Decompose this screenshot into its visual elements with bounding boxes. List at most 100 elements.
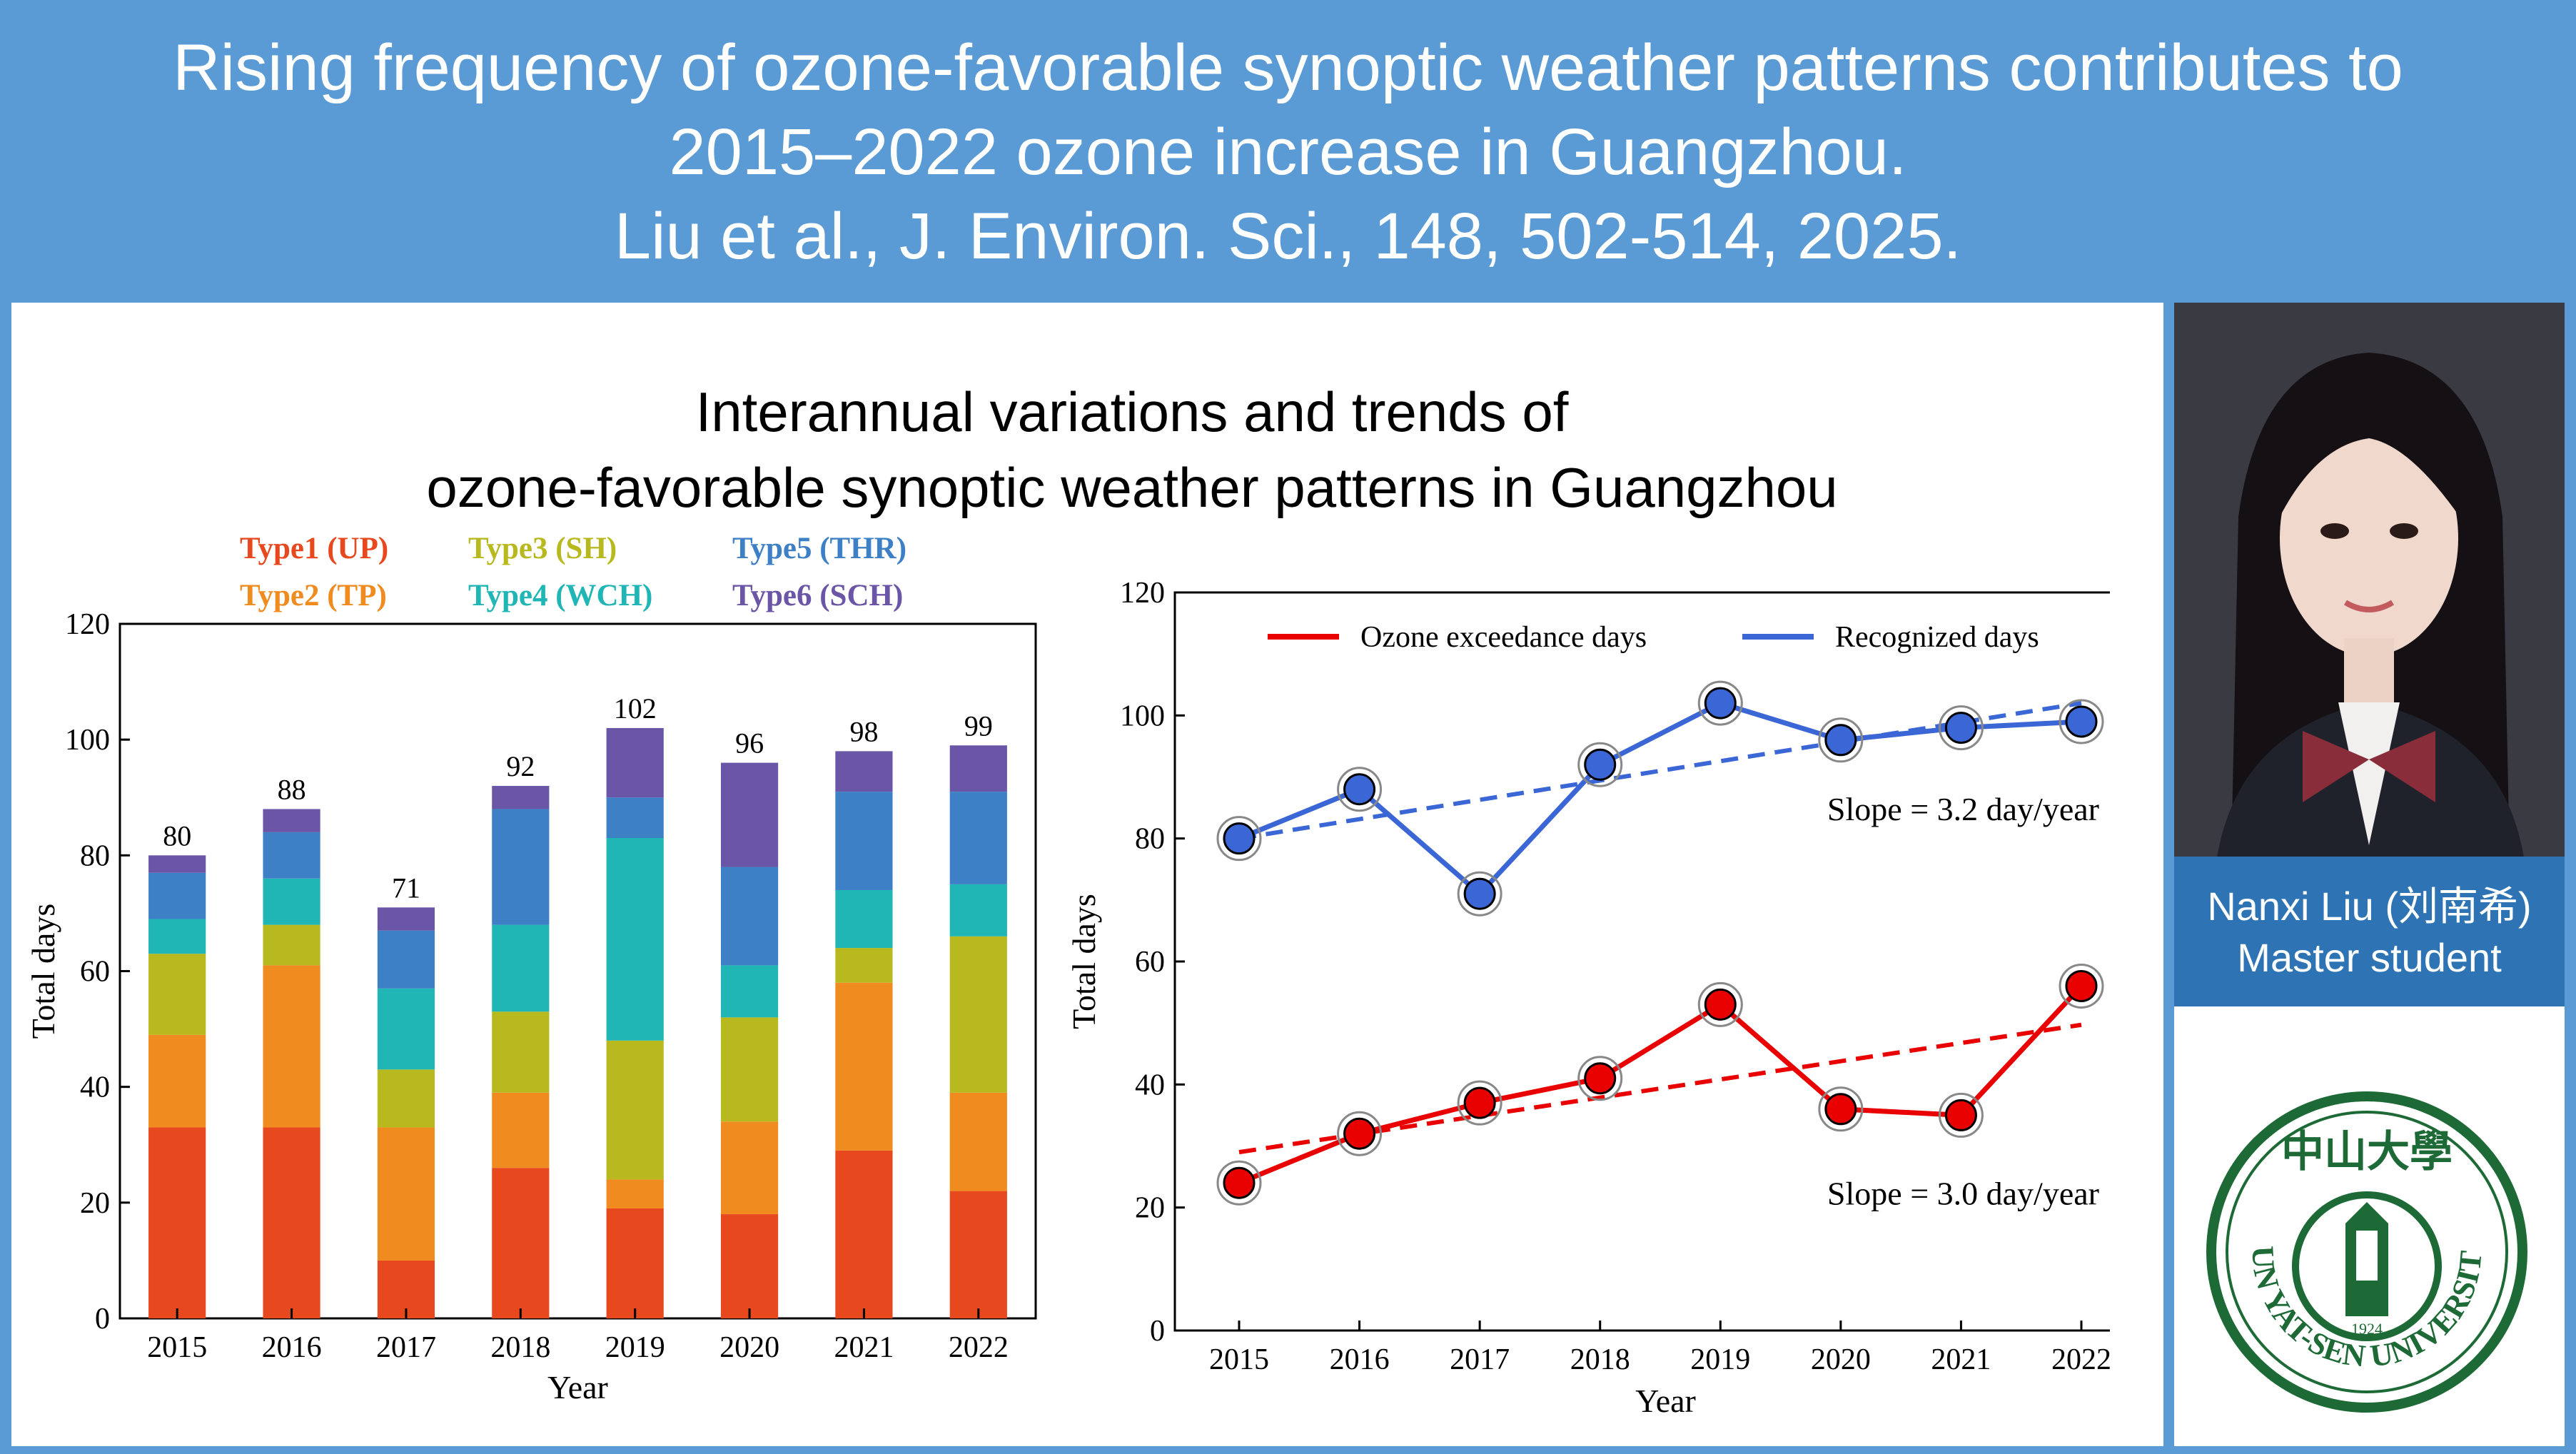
line-chart: 0 20 40 60 80 100 120 2015 2016 2017 2018 2019 2020 2…	[1066, 577, 2110, 1419]
bar-segment-type5	[606, 797, 664, 839]
portrait-photo	[2174, 303, 2565, 857]
bar-segment-type6	[835, 751, 893, 792]
bar-segment-type3	[492, 1011, 550, 1093]
slope-annotation-ozone: Slope = 3.0 day/year	[1827, 1175, 2099, 1211]
logo-year: 1924	[2351, 1320, 2383, 1338]
bar-y-tick-label: 40	[80, 1071, 110, 1104]
header-citation: Liu et al., J. Environ. Sci., 148, 502-5…	[614, 200, 1962, 273]
bar-segment-type1	[263, 1127, 320, 1318]
bar-segment-type6	[148, 855, 206, 873]
figure-title: Interannual variations and trends of ozo…	[11, 374, 2253, 525]
line-x-tick-label: 2018	[1570, 1343, 1630, 1376]
line-y-tick-label: 100	[1120, 700, 1165, 732]
bar-segment-type6	[949, 745, 1007, 792]
marker-halo	[1697, 680, 1743, 726]
bar-segment-type1	[720, 1214, 779, 1318]
data-point-recognized	[1944, 712, 1977, 744]
legend-ozone-label: Ozone exceedance days	[1360, 621, 1647, 654]
marker-halo	[1818, 717, 1864, 763]
legend-type3: Type3 (SH)	[468, 531, 617, 566]
legend-type6-label: Type6 (SCH)	[732, 579, 904, 612]
bar-segment-type6	[606, 727, 664, 798]
bar-segment-type5	[720, 867, 779, 966]
line-y-axis-label: Total days	[1066, 894, 1102, 1029]
bar-total-label: 71	[392, 872, 420, 904]
bar-segment-type4	[720, 965, 779, 1018]
bar-y-tick-label: 20	[80, 1187, 110, 1220]
bar-y-axis-label: Total days	[25, 904, 61, 1039]
legend-type6: Type6 (SCH)	[732, 578, 903, 613]
marker-halo	[1938, 1092, 1984, 1138]
bar-x-tick-label: 2019	[605, 1331, 665, 1364]
legend-type5-label: Type5 (THR)	[732, 532, 907, 565]
legend-recognized-label: Recognized days	[1835, 621, 2039, 654]
line-y-tick-label: 40	[1135, 1069, 1165, 1101]
bar-segment-type4	[377, 988, 435, 1070]
bar-segment-type1	[148, 1127, 206, 1318]
bar-total-label: 102	[614, 692, 657, 725]
bar-segment-type2	[949, 1092, 1007, 1191]
header-banner: Rising frequency of ozone-favorable syno…	[0, 0, 2576, 298]
university-logo: 中山大學 1924 SUN YAT-SEN UNIVERSITY	[2191, 1060, 2531, 1416]
line-chart-frame	[1173, 591, 2110, 1332]
marker-halo	[1337, 767, 1383, 812]
bar-total-label: 80	[163, 819, 191, 852]
portrait-illustration	[2174, 303, 2565, 857]
bar-segment-type3	[949, 936, 1007, 1093]
data-point-ozone	[1944, 1099, 1977, 1131]
legend-type2: Type2 (TP)	[240, 578, 387, 613]
line-x-axis-label: Year	[1635, 1383, 1696, 1419]
bar-segment-type2	[377, 1127, 435, 1261]
legend-type5: Type5 (THR)	[732, 531, 906, 566]
bar-y-tick-label: 80	[80, 839, 110, 872]
bar-segment-type4	[835, 889, 893, 949]
bar-total-label: 99	[964, 710, 993, 742]
data-point-ozone	[1824, 1093, 1857, 1126]
bar-x-tick-label: 2020	[719, 1331, 779, 1364]
bar-segment-type2	[492, 1092, 550, 1168]
trend-line-recognized	[1238, 701, 2082, 841]
bar-x-tick-label: 2022	[949, 1331, 1009, 1364]
line-y-tick-label: 120	[1120, 577, 1165, 610]
person-name: Nanxi Liu (刘南希)	[2207, 884, 2532, 929]
logo-chinese: 中山大學	[2281, 1129, 2453, 1176]
data-point-recognized	[1343, 773, 1376, 806]
bar-segment-type2	[263, 965, 320, 1128]
marker-halo	[1216, 1160, 1262, 1206]
bar-segment-type2	[835, 982, 893, 1151]
header-title-line2: 2015–2022 ozone increase in Guangzhou.	[669, 116, 1907, 188]
line-y-tick-label: 60	[1135, 946, 1165, 979]
figure-title-line2: ozone-favorable synoptic weather pattern…	[426, 456, 1838, 519]
bar-x-tick-label: 2021	[834, 1331, 894, 1364]
bar-segment-type2	[148, 1034, 206, 1128]
legend-type1: Type1 (UP)	[240, 531, 388, 566]
series-line-recognized	[1238, 700, 2082, 898]
marker-halo	[1818, 1086, 1864, 1132]
bar-total-label: 98	[849, 715, 878, 747]
marker-halo	[1577, 742, 1623, 787]
legend-type2-label: Type2 (TP)	[240, 579, 387, 612]
line-x-tick-label: 2019	[1690, 1343, 1750, 1376]
bar-segment-type5	[263, 832, 320, 879]
bar-segment-type5	[949, 792, 1007, 884]
bar-x-tick-label: 2018	[490, 1331, 550, 1364]
legend-type4-label: Type4 (WCH)	[468, 579, 653, 612]
data-point-ozone	[1704, 988, 1737, 1021]
data-point-ozone	[1223, 1166, 1256, 1199]
bar-segment-type4	[263, 878, 320, 925]
bar-segment-type3	[377, 1069, 435, 1128]
marker-halo	[1697, 981, 1743, 1027]
bar-segment-type4	[606, 838, 664, 1041]
data-point-recognized	[1824, 724, 1857, 757]
figure-panel: Interannual variations and trends of ozo…	[11, 303, 2163, 1446]
bar-segment-type1	[492, 1168, 550, 1318]
bar-x-tick-label: 2015	[147, 1331, 207, 1364]
bar-segment-type4	[148, 919, 206, 954]
header-title-line1: Rising frequency of ozone-favorable syno…	[173, 31, 2403, 104]
marker-halo	[1216, 816, 1262, 862]
bar-segment-type1	[949, 1191, 1007, 1318]
stacked-bar-chart: 0 20 40 60 80 100 120 2015 80 2016 88 2017 71 2018 92 2…	[25, 608, 1037, 1405]
bar-segment-type4	[492, 924, 550, 1012]
data-point-ozone	[1463, 1086, 1496, 1119]
bar-segment-type6	[263, 809, 320, 832]
